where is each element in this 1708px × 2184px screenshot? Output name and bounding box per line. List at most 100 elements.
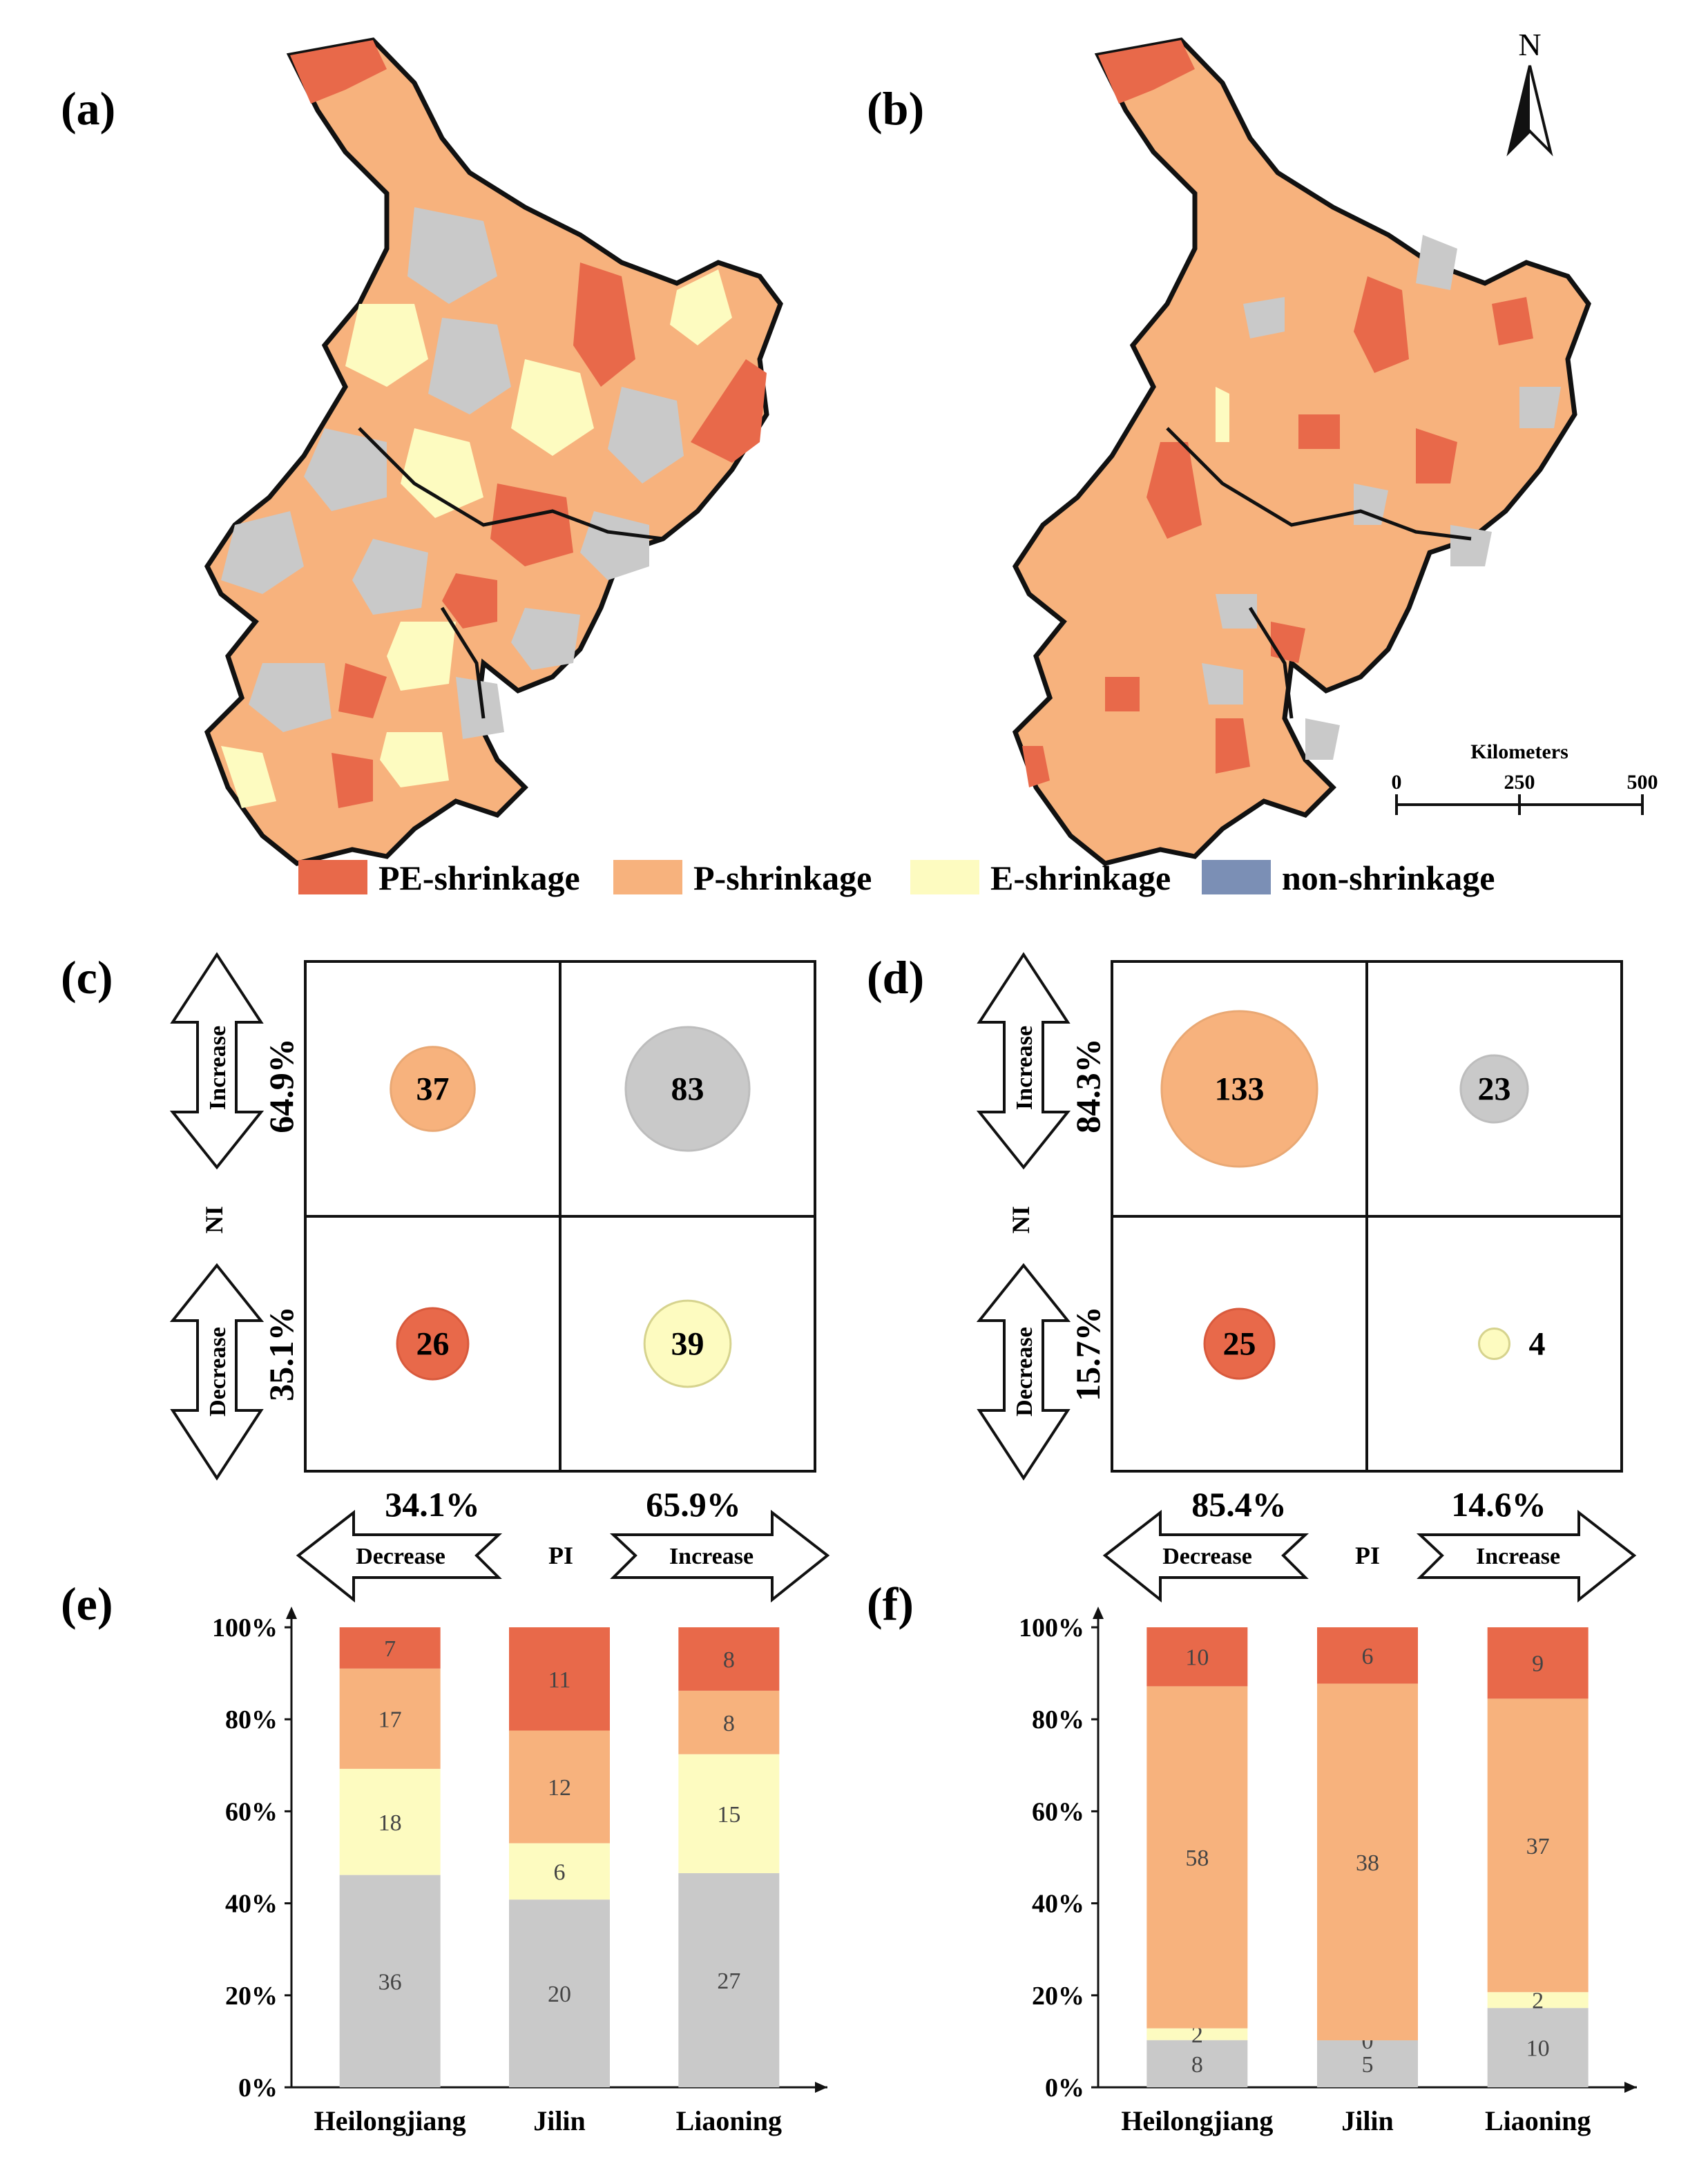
bar-segment-e-shrinkage	[1487, 1992, 1589, 2009]
map-b-patch	[1492, 297, 1533, 345]
map-a-patch	[401, 428, 483, 518]
map-b-patch	[1216, 387, 1229, 442]
ni-decrease-label: Decrease	[1012, 1327, 1037, 1417]
bar-segment-non-shrinkage	[678, 1872, 780, 2087]
bubble-bottom-left	[1203, 1307, 1276, 1380]
quadrant-d-bubbles: 133 23 25 4	[1160, 1010, 1546, 1380]
bar-segment-non-shrinkage	[1146, 2040, 1248, 2087]
pi-increase-label: Increase	[1476, 1544, 1560, 1569]
map-b-patch	[1216, 594, 1257, 629]
map-a-patch	[338, 663, 387, 718]
map-a-patch	[573, 262, 635, 387]
bar-segment-non-shrinkage	[509, 1899, 610, 2087]
c-pi-decrease-pct: 34.1%	[385, 1485, 480, 1524]
legend-label-non: non-shrinkage	[1282, 859, 1495, 897]
bar-value-label: 9	[1532, 1651, 1544, 1677]
bar-value-label: 11	[548, 1667, 571, 1693]
map-a-patch	[221, 511, 304, 594]
panel-label-e: (e)	[61, 1578, 113, 1630]
category-label: Heilongjiang	[1121, 2105, 1273, 2136]
map-b-patch	[1216, 718, 1250, 774]
map-b	[1012, 37, 1591, 866]
map-a-patch	[428, 318, 511, 414]
bar-value-label: 38	[1356, 1850, 1379, 1876]
panel-label-d: (d)	[867, 951, 924, 1004]
quadrant-c-bubbles: 37 83 26 39	[390, 1026, 751, 1388]
category-label: Jilin	[1341, 2105, 1394, 2136]
bar-value-label: 27	[717, 1969, 740, 1994]
bar-segment-pe-shrinkage	[1317, 1627, 1418, 1684]
y-tick-label: 40%	[1032, 1890, 1084, 1919]
bar-value-label: 2	[1191, 2022, 1203, 2048]
pi-increase-arrow	[1416, 1509, 1637, 1603]
map-a-patch	[511, 608, 580, 670]
map-a-patch	[691, 359, 767, 463]
bar-segment-non-shrinkage	[1487, 2008, 1589, 2087]
map-b-patch	[1298, 414, 1340, 449]
ni-decrease-arrow	[169, 1263, 265, 1481]
pi-decrease-arrow	[1102, 1509, 1309, 1603]
bubble-top-right	[1459, 1054, 1529, 1124]
bubble-value: 4	[1529, 1326, 1546, 1363]
map-a-patch	[249, 663, 332, 732]
legend-swatch-p	[613, 860, 682, 894]
pi-axis-label: PI	[548, 1542, 573, 1569]
bubble-top-right	[624, 1026, 751, 1152]
map-b-patch	[1105, 677, 1140, 711]
bubble-value: 133	[1215, 1071, 1265, 1108]
bar-value-label: 17	[378, 1707, 402, 1732]
map-b-patch	[1354, 276, 1409, 373]
bar-segment-pe-shrinkage	[1487, 1627, 1589, 1699]
legend-label-pe: PE-shrinkage	[378, 859, 580, 897]
map-a	[204, 37, 783, 866]
d-ni-decrease-pct: 15.7%	[1068, 1306, 1107, 1401]
scale-tick-250: 250	[1504, 771, 1535, 794]
bar-value-label: 8	[1191, 2052, 1203, 2078]
quadrant-c: (c) Increase Decrease NI 64.9% 35.1% 37 8…	[61, 951, 830, 1603]
panel-label-f: (f)	[867, 1578, 914, 1630]
scale-tick-500: 500	[1627, 771, 1658, 794]
map-a-patch	[345, 304, 428, 387]
pi-decrease-label: Decrease	[1162, 1544, 1252, 1569]
map-a-province-border	[358, 427, 664, 541]
y-tick-label: 20%	[225, 1982, 278, 2011]
map-a-patch	[407, 207, 497, 304]
bubble-value: 26	[416, 1326, 450, 1363]
pi-increase-arrow	[609, 1509, 830, 1603]
y-tick-label: 100%	[212, 1613, 278, 1642]
map-a-patch	[608, 387, 684, 483]
ni-increase-label: Increase	[1012, 1026, 1037, 1110]
y-tick-label: 80%	[1032, 1705, 1084, 1734]
bar-segment-non-shrinkage	[1317, 2040, 1418, 2087]
scale-tick-0: 0	[1392, 771, 1402, 794]
y-tick-label: 40%	[225, 1890, 278, 1919]
ni-axis-label: NI	[1007, 1206, 1035, 1234]
bubble-value: 23	[1478, 1071, 1511, 1108]
bar-value-label: 7	[384, 1636, 396, 1662]
bar-value-label: 10	[1185, 1645, 1209, 1671]
pi-decrease-arrow	[296, 1509, 503, 1603]
bar-segment-p-shrinkage	[339, 1668, 441, 1769]
ni-increase-arrow	[976, 952, 1071, 1170]
map-a-province-border	[440, 606, 486, 719]
map-a-patch	[290, 40, 387, 104]
map-b-patch	[1519, 387, 1561, 428]
bar-value-label: 10	[1526, 2036, 1550, 2062]
bar-segment-pe-shrinkage	[339, 1627, 441, 1669]
bar-value-label: 20	[548, 1982, 571, 2007]
map-a-patch	[352, 539, 428, 615]
legend-swatch-pe	[298, 860, 367, 894]
quadrant-d: (d) Increase Decrease NI 84.3% 15.7% 133…	[867, 951, 1637, 1603]
bar-value-label: 5	[1362, 2052, 1374, 2078]
bar-value-label: 36	[378, 1969, 402, 1995]
map-b-patch	[1416, 428, 1457, 483]
bar-segment-p-shrinkage	[1146, 1686, 1248, 2029]
map-b-patch	[1450, 525, 1492, 566]
y-tick-label: 0%	[1045, 2073, 1084, 2102]
scale-title: Kilometers	[1470, 740, 1568, 763]
category-label: Liaoning	[1485, 2105, 1591, 2136]
bar-value-label: 2	[1532, 1989, 1544, 2014]
bubble-value: 83	[671, 1071, 704, 1108]
map-b-patch	[1202, 663, 1243, 705]
legend-label-p: P-shrinkage	[693, 859, 872, 897]
